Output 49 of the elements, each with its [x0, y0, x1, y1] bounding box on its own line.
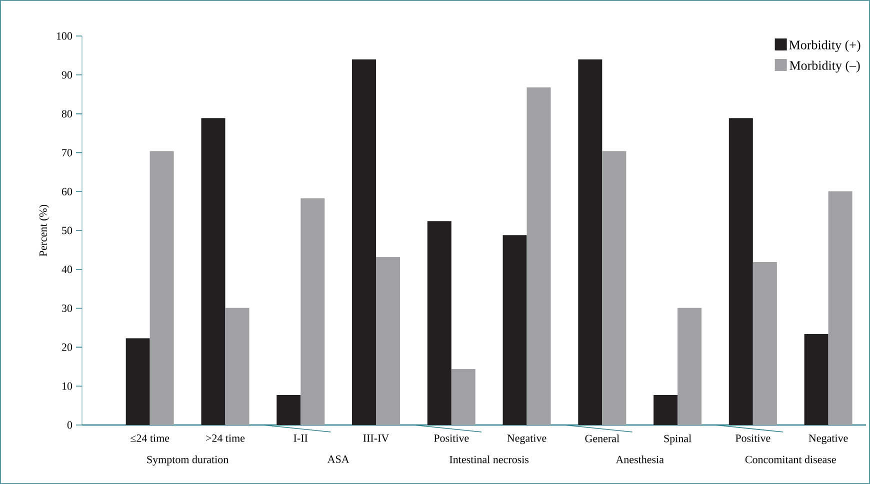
bar [201, 118, 226, 425]
bar [376, 256, 400, 425]
bar [150, 151, 174, 425]
text: Concomitant disease [745, 456, 836, 464]
bar [654, 395, 678, 425]
bar [804, 334, 828, 425]
bar [578, 59, 602, 425]
legend-label: Morbidity (–) [790, 60, 860, 73]
bar [427, 221, 452, 425]
bar [225, 308, 250, 425]
x-tick-label: I-II [294, 434, 308, 442]
x-tick-label: Spinal [664, 434, 692, 444]
x-tick-label: General [585, 434, 620, 442]
bar [678, 308, 702, 425]
bar [752, 262, 777, 425]
bar [502, 235, 527, 425]
legend-label: Morbidity (+) [789, 40, 860, 52]
y-tick-label: 50 [62, 226, 72, 234]
x-tick-label: ≤24 time [130, 434, 170, 442]
y-tick-label: 70 [62, 148, 72, 156]
text: Anesthesia [616, 456, 664, 464]
bar [352, 59, 376, 425]
text: ASA [327, 456, 350, 463]
y-tick-label: 0 [67, 421, 72, 429]
bar [526, 87, 551, 425]
text: Intestinal necrosis [450, 456, 529, 464]
bar [728, 118, 753, 425]
bar [126, 338, 150, 425]
x-tick-label: III-IV [363, 434, 389, 442]
y-tick-label: 20 [62, 343, 72, 351]
bar [828, 191, 852, 425]
bar [451, 368, 476, 425]
x-tick-label: Positive [736, 434, 770, 442]
y-tick-label: 10 [62, 382, 72, 390]
x-tick-label: Positive [434, 434, 469, 442]
x-tick-label: >24 time [206, 434, 245, 442]
bar [602, 151, 626, 425]
text: Symptom duration [147, 456, 228, 466]
y-tick-label: 60 [62, 188, 72, 196]
y-tick-label: 30 [62, 304, 72, 312]
y-tick-label: 40 [62, 266, 72, 274]
y-tick-label: 80 [62, 110, 72, 118]
bar [276, 395, 301, 425]
x-tick-label: Negative [808, 434, 848, 444]
y-tick-label: 100 [56, 32, 72, 40]
bar [300, 198, 325, 425]
y-axis-title: Percent (%) [39, 204, 50, 256]
y-tick-label: 90 [62, 71, 72, 79]
x-tick-label: Negative [507, 434, 546, 444]
